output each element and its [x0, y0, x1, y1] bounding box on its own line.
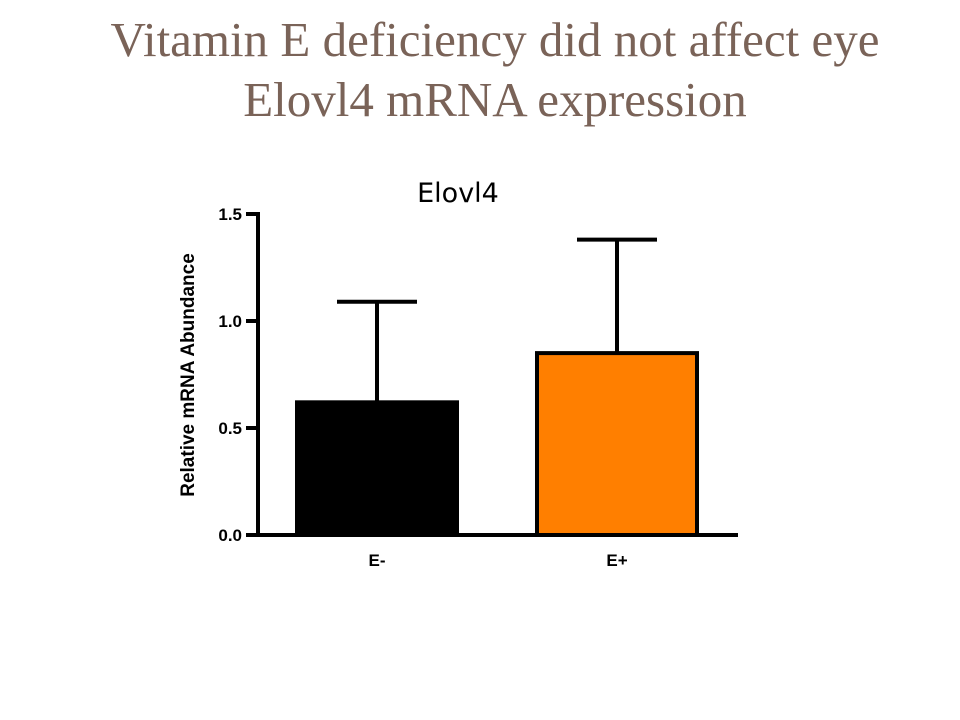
y-axis-label: Relative mRNA Abundance	[178, 253, 199, 497]
slide-title-line-1: Vitamin E deficiency did not affect eye	[110, 12, 880, 67]
slide-title-line-2: Elovl4 mRNA expression	[243, 72, 747, 127]
x-tick-label-E+: E+	[606, 551, 627, 570]
bar-E-	[295, 400, 459, 537]
chart-title: Elovl4	[417, 178, 499, 209]
y-tick-label-0.5: 0.5	[218, 419, 242, 438]
slide-title: Vitamin E deficiency did not affect eye …	[0, 10, 960, 130]
x-tick-label-E-: E-	[369, 551, 386, 570]
y-tick-label-1.0: 1.0	[218, 312, 242, 331]
y-tick-label-0.0: 0.0	[218, 526, 242, 545]
bar-E+	[535, 351, 699, 537]
y-tick-label-1.5: 1.5	[218, 205, 242, 224]
